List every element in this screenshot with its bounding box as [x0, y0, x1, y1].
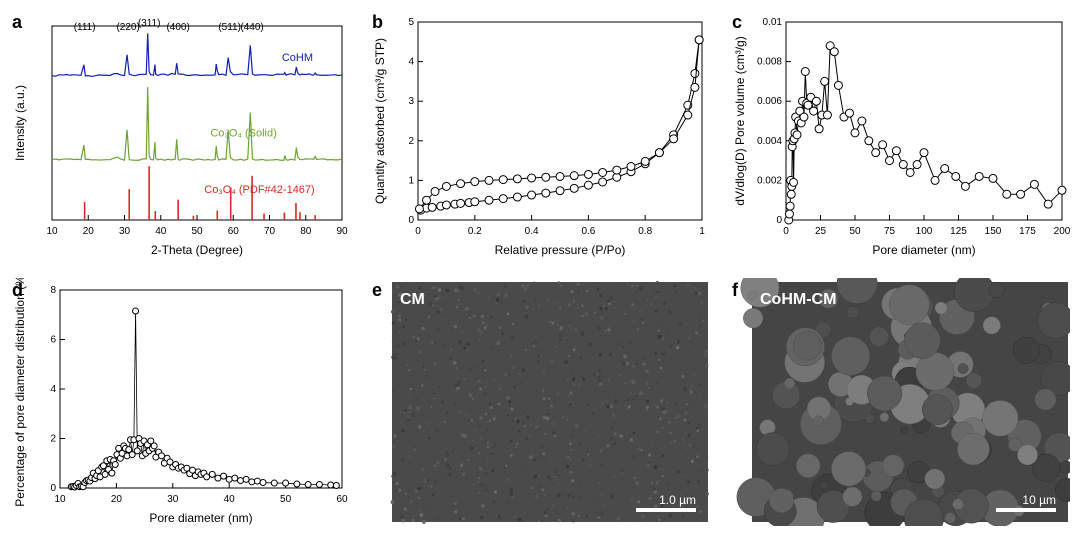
- svg-text:0.2: 0.2: [468, 226, 482, 237]
- svg-text:5: 5: [408, 17, 414, 28]
- panel-d: d 10 20 30 40 50 60 0 2 4 6 8 Pore diameter (nm) Per…: [10, 278, 350, 526]
- svg-text:90: 90: [336, 226, 348, 237]
- svg-text:0.4: 0.4: [525, 226, 539, 237]
- svg-text:(311): (311): [138, 18, 161, 29]
- svg-text:0.006: 0.006: [757, 96, 782, 107]
- svg-text:dV/dlog(D) Pore volume (cm³/g): dV/dlog(D) Pore volume (cm³/g): [733, 36, 747, 205]
- svg-text:75: 75: [884, 226, 896, 237]
- svg-text:50: 50: [849, 226, 861, 237]
- svg-text:1.0 µm: 1.0 µm: [659, 493, 696, 507]
- svg-text:0.008: 0.008: [757, 57, 782, 68]
- svg-text:0: 0: [408, 215, 414, 226]
- svg-text:Co₃O₄ (PDF#42-1467): Co₃O₄ (PDF#42-1467): [204, 184, 314, 196]
- svg-text:10: 10: [54, 494, 66, 505]
- svg-text:150: 150: [985, 226, 1002, 237]
- svg-text:Co₃O₄ (Solid): Co₃O₄ (Solid): [210, 128, 276, 140]
- svg-text:Quantity adsorbed (cm³/g STP): Quantity adsorbed (cm³/g STP): [373, 38, 387, 204]
- svg-text:2: 2: [408, 136, 414, 147]
- svg-text:Pore diameter (nm): Pore diameter (nm): [149, 511, 252, 525]
- panel-label-f: f: [732, 280, 738, 301]
- svg-text:Percentage of pore diameter di: Percentage of pore diameter distribution…: [13, 278, 27, 507]
- svg-text:40: 40: [155, 226, 167, 237]
- svg-text:1: 1: [408, 175, 414, 186]
- svg-text:1: 1: [699, 226, 705, 237]
- svg-text:(220): (220): [116, 22, 139, 33]
- svg-text:0.8: 0.8: [638, 226, 652, 237]
- svg-text:CM: CM: [400, 291, 425, 308]
- svg-text:0.004: 0.004: [757, 136, 782, 147]
- svg-text:(111): (111): [74, 22, 96, 33]
- svg-text:20: 20: [83, 226, 95, 237]
- panel-c: c 0 25 50 75 100 125 150 175 200 0 0.002 0.004 0.006…: [730, 10, 1070, 258]
- svg-text:2-Theta (Degree): 2-Theta (Degree): [151, 243, 243, 257]
- svg-text:0.01: 0.01: [763, 17, 783, 28]
- svg-text:0: 0: [783, 226, 789, 237]
- svg-text:30: 30: [119, 226, 131, 237]
- svg-text:0.002: 0.002: [757, 175, 782, 186]
- panel-label-e: e: [372, 280, 382, 301]
- svg-text:100: 100: [916, 226, 933, 237]
- panel-label-b: b: [372, 12, 383, 33]
- svg-text:CoHM: CoHM: [282, 52, 313, 64]
- svg-text:0: 0: [415, 226, 421, 237]
- panel-label-a: a: [12, 12, 22, 33]
- svg-text:80: 80: [300, 226, 312, 237]
- svg-text:4: 4: [50, 384, 56, 395]
- svg-text:200: 200: [1054, 226, 1070, 237]
- svg-text:(440): (440): [240, 22, 263, 33]
- svg-text:125: 125: [950, 226, 967, 237]
- panel-b: b 0 0.2 0.4 0.6 0.8 1 0 1 2 3 4 5 Relative pressure …: [370, 10, 710, 258]
- svg-text:(400): (400): [166, 22, 189, 33]
- svg-text:30: 30: [167, 494, 179, 505]
- svg-text:CoHM-CM: CoHM-CM: [760, 291, 836, 308]
- svg-text:0: 0: [776, 215, 782, 226]
- svg-text:Relative pressure (P/Po): Relative pressure (P/Po): [495, 243, 626, 257]
- svg-text:Pore diameter (nm): Pore diameter (nm): [872, 243, 975, 257]
- svg-text:6: 6: [50, 335, 56, 346]
- svg-text:60: 60: [336, 494, 348, 505]
- figure-grid: a 1020304050607080902-Theta (Degree)Inte…: [0, 0, 1080, 516]
- svg-text:0.6: 0.6: [581, 226, 595, 237]
- svg-text:50: 50: [280, 494, 292, 505]
- svg-text:10: 10: [46, 226, 58, 237]
- panel-e: e CM 1.0 µm: [370, 278, 710, 526]
- panel-a: a 10 20 30 40 50 60 70 80 90 2-Theta (Degree) Inte…: [10, 10, 350, 258]
- svg-text:4: 4: [408, 57, 414, 68]
- panel-label-d: d: [12, 280, 23, 301]
- svg-text:50: 50: [191, 226, 203, 237]
- svg-text:2: 2: [50, 434, 56, 445]
- svg-text:20: 20: [111, 494, 123, 505]
- panel-f: f CoHM-CM 10 µm: [730, 278, 1070, 526]
- svg-text:40: 40: [224, 494, 236, 505]
- svg-text:10 µm: 10 µm: [1022, 493, 1056, 507]
- svg-text:Intensity (a.u.): Intensity (a.u.): [13, 85, 27, 161]
- svg-text:0: 0: [50, 483, 56, 494]
- svg-text:8: 8: [50, 285, 56, 296]
- svg-text:60: 60: [228, 226, 240, 237]
- svg-text:175: 175: [1019, 226, 1036, 237]
- svg-text:(511): (511): [218, 22, 241, 33]
- svg-text:3: 3: [408, 96, 414, 107]
- panel-label-c: c: [732, 12, 742, 33]
- svg-text:25: 25: [815, 226, 827, 237]
- svg-text:70: 70: [264, 226, 276, 237]
